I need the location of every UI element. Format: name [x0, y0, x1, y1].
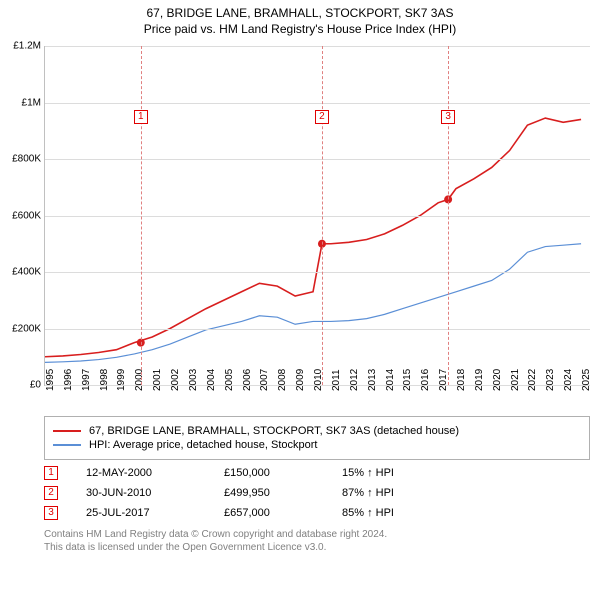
- x-axis-label: 2005: [220, 369, 235, 391]
- x-axis-label: 2022: [523, 369, 538, 391]
- event-row: 2 30-JUN-2010 £499,950 87% ↑ HPI: [44, 486, 590, 500]
- y-axis-label: £200K: [12, 323, 45, 334]
- x-axis-label: 1996: [59, 369, 74, 391]
- x-axis-label: 1997: [77, 369, 92, 391]
- event-price: £499,950: [224, 487, 314, 499]
- legend-row: HPI: Average price, detached house, Stoc…: [53, 439, 581, 451]
- event-row: 3 25-JUL-2017 £657,000 85% ↑ HPI: [44, 506, 590, 520]
- credit-line: This data is licensed under the Open Gov…: [44, 541, 590, 554]
- x-axis-label: 2025: [577, 369, 592, 391]
- x-axis-label: 2007: [255, 369, 270, 391]
- gridline: [45, 159, 590, 160]
- callout-dashed-line: [448, 46, 449, 385]
- x-axis-label: 2023: [541, 369, 556, 391]
- legend-swatch: [53, 444, 81, 446]
- gridline: [45, 46, 590, 47]
- callout-box: 2: [315, 110, 329, 124]
- event-hpi-delta: 87% ↑ HPI: [342, 487, 452, 499]
- events-table: 1 12-MAY-2000 £150,000 15% ↑ HPI 2 30-JU…: [44, 466, 590, 520]
- x-axis-label: 2009: [291, 369, 306, 391]
- callout-dashed-line: [322, 46, 323, 385]
- gridline: [45, 103, 590, 104]
- x-axis-label: 2014: [381, 369, 396, 391]
- gridline: [45, 272, 590, 273]
- y-axis-label: £600K: [12, 210, 45, 221]
- x-axis-label: 2024: [559, 369, 574, 391]
- y-axis-label: £800K: [12, 154, 45, 165]
- x-axis-label: 1995: [41, 369, 56, 391]
- event-date: 30-JUN-2010: [86, 487, 196, 499]
- gridline: [45, 329, 590, 330]
- legend-label: 67, BRIDGE LANE, BRAMHALL, STOCKPORT, SK…: [89, 425, 459, 437]
- event-marker-box: 1: [44, 466, 58, 480]
- x-axis-label: 2017: [434, 369, 449, 391]
- credit-block: Contains HM Land Registry data © Crown c…: [44, 528, 590, 554]
- x-axis-label: 2018: [452, 369, 467, 391]
- x-axis-label: 2021: [506, 369, 521, 391]
- x-axis-label: 1998: [95, 369, 110, 391]
- x-axis-label: 2004: [202, 369, 217, 391]
- x-axis-label: 2012: [345, 369, 360, 391]
- event-hpi-delta: 85% ↑ HPI: [342, 507, 452, 519]
- gridline: [45, 216, 590, 217]
- x-axis-label: 2008: [273, 369, 288, 391]
- event-marker-box: 2: [44, 486, 58, 500]
- x-axis-label: 2020: [488, 369, 503, 391]
- x-axis-label: 2001: [148, 369, 163, 391]
- title-line-1: 67, BRIDGE LANE, BRAMHALL, STOCKPORT, SK…: [0, 6, 600, 20]
- series-line-hpi: [45, 244, 581, 363]
- x-axis-label: 2015: [398, 369, 413, 391]
- legend-label: HPI: Average price, detached house, Stoc…: [89, 439, 318, 451]
- x-axis-label: 2002: [166, 369, 181, 391]
- callout-dashed-line: [141, 46, 142, 385]
- credit-line: Contains HM Land Registry data © Crown c…: [44, 528, 590, 541]
- legend: 67, BRIDGE LANE, BRAMHALL, STOCKPORT, SK…: [44, 416, 590, 460]
- legend-swatch: [53, 430, 81, 432]
- x-axis-label: 2013: [363, 369, 378, 391]
- callout-box: 3: [441, 110, 455, 124]
- y-axis-label: £400K: [12, 267, 45, 278]
- legend-row: 67, BRIDGE LANE, BRAMHALL, STOCKPORT, SK…: [53, 425, 581, 437]
- event-price: £657,000: [224, 507, 314, 519]
- chart-plot-area: £0£200K£400K£600K£800K£1M£1.2M1995199619…: [44, 46, 590, 386]
- x-axis-label: 2011: [327, 369, 342, 391]
- event-marker-box: 3: [44, 506, 58, 520]
- x-axis-label: 1999: [112, 369, 127, 391]
- event-date: 12-MAY-2000: [86, 467, 196, 479]
- chart-title-block: 67, BRIDGE LANE, BRAMHALL, STOCKPORT, SK…: [0, 0, 600, 38]
- x-axis-label: 2003: [184, 369, 199, 391]
- event-row: 1 12-MAY-2000 £150,000 15% ↑ HPI: [44, 466, 590, 480]
- event-date: 25-JUL-2017: [86, 507, 196, 519]
- callout-box: 1: [134, 110, 148, 124]
- title-line-2: Price paid vs. HM Land Registry's House …: [0, 22, 600, 36]
- y-axis-label: £1.2M: [13, 41, 45, 52]
- event-hpi-delta: 15% ↑ HPI: [342, 467, 452, 479]
- x-axis-label: 2016: [416, 369, 431, 391]
- y-axis-label: £1M: [22, 97, 45, 108]
- event-price: £150,000: [224, 467, 314, 479]
- x-axis-label: 2006: [238, 369, 253, 391]
- x-axis-label: 2019: [470, 369, 485, 391]
- x-axis-label: 2000: [130, 369, 145, 391]
